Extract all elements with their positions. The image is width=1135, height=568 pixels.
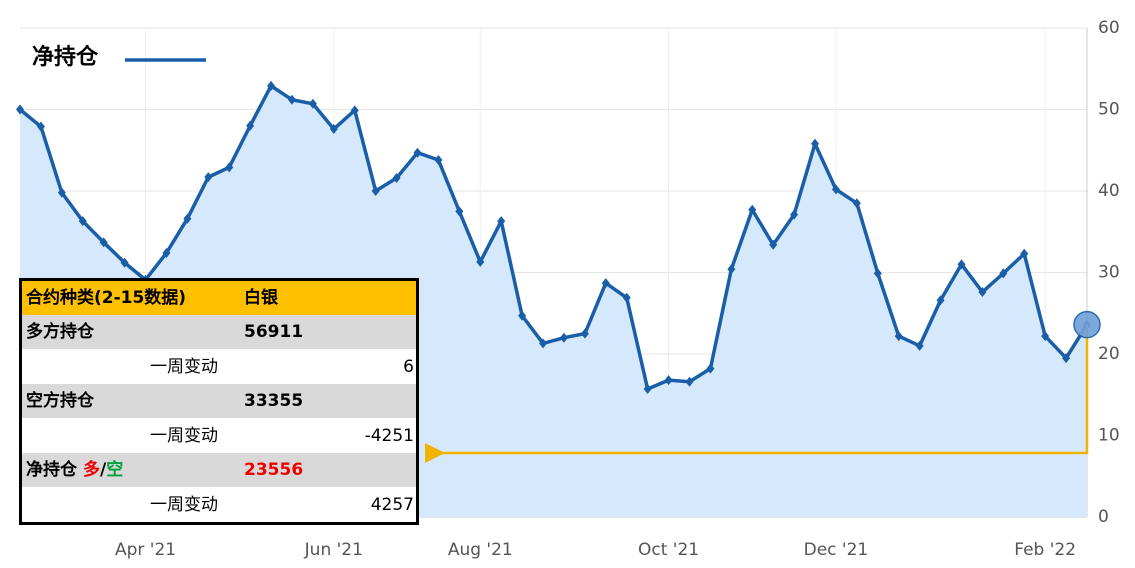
marker — [978, 287, 987, 298]
marker — [936, 295, 945, 306]
marker — [622, 292, 631, 303]
marker — [790, 209, 799, 220]
header-cell: 白银 — [244, 288, 278, 308]
marker — [183, 213, 192, 224]
marker — [894, 331, 903, 342]
marker — [413, 147, 422, 158]
x-tick-label: Dec '21 — [804, 540, 869, 560]
legend-label: 净持仓 — [32, 44, 99, 70]
header-cell: 合约种类(2-15数据) — [26, 288, 187, 308]
x-tick-label: Oct '21 — [638, 540, 699, 560]
y-tick-label: 60 — [1098, 18, 1120, 38]
marker — [204, 172, 213, 183]
line — [18, 84, 1089, 391]
y-tick-label: 20 — [1098, 344, 1120, 364]
x-tick-label: Feb '22 — [1014, 540, 1076, 560]
marker — [434, 155, 443, 166]
marker — [852, 198, 861, 209]
marker — [1041, 331, 1050, 342]
marker — [329, 124, 338, 135]
table-row: 净持仓 多/空 23556 — [22, 453, 416, 488]
row-label: 净持仓 多/空 — [26, 453, 123, 487]
marker — [162, 247, 171, 258]
marker — [350, 105, 359, 116]
data-table: 合约种类(2-15数据) 白银 多方持仓 56911 一周变动 6 空方持仓 3… — [19, 278, 419, 525]
marker — [16, 104, 24, 115]
pointer-arrow — [425, 324, 1089, 463]
table-row: 一周变动 4257 — [22, 488, 416, 522]
marker — [392, 172, 401, 183]
row-label: 一周变动 — [150, 495, 218, 515]
label-part: 多 — [83, 460, 100, 480]
table-row: 多方持仓 56911 — [22, 315, 416, 350]
marker — [1020, 248, 1029, 259]
marker — [57, 187, 66, 198]
row-value: 23556 — [244, 460, 304, 480]
label-part: 空 — [106, 460, 124, 480]
marker — [811, 138, 820, 149]
label-part: / — [100, 460, 107, 480]
table-row: 一周变动 -4251 — [22, 419, 416, 453]
marker — [99, 237, 108, 248]
x-tick-label: Aug '21 — [448, 540, 513, 560]
row-value: 33355 — [244, 391, 304, 411]
y-tick-label: 0 — [1098, 507, 1109, 527]
marker — [78, 216, 87, 227]
row-label: 多方持仓 — [26, 322, 94, 342]
marker — [539, 338, 548, 349]
row-value: 56911 — [244, 322, 304, 342]
marker — [559, 332, 568, 343]
marker — [643, 384, 652, 395]
row-label: 一周变动 — [150, 426, 218, 446]
marker — [371, 186, 380, 196]
row-label: 一周变动 — [150, 357, 218, 377]
marker — [748, 204, 757, 215]
marker — [685, 376, 694, 387]
row-label: 空方持仓 — [26, 391, 94, 411]
marker — [455, 206, 464, 217]
table-row: 一周变动 6 — [22, 350, 416, 384]
marker — [287, 94, 296, 105]
x-tick-label: Apr '21 — [115, 540, 176, 560]
highlight-point — [1073, 310, 1101, 339]
marker — [831, 184, 840, 195]
marker — [267, 80, 276, 91]
marker — [769, 239, 778, 250]
marker — [497, 216, 506, 227]
marker — [225, 162, 234, 173]
marker — [476, 256, 485, 267]
marker — [727, 264, 736, 275]
table-row: 空方持仓 33355 — [22, 384, 416, 419]
marker — [664, 375, 673, 386]
row-value: 4257 — [370, 495, 414, 515]
marker — [957, 259, 966, 270]
marker — [873, 268, 882, 279]
marker — [36, 121, 45, 132]
marker — [246, 120, 255, 131]
row-value: 6 — [403, 357, 414, 377]
marker — [915, 340, 924, 351]
y-tick-label: 50 — [1098, 100, 1120, 120]
marker — [601, 278, 610, 289]
marker — [308, 98, 317, 109]
table-header: 合约种类(2-15数据) 白银 — [22, 281, 416, 315]
y-tick-label: 30 — [1098, 263, 1120, 283]
y-tick-label: 10 — [1098, 426, 1120, 446]
marker — [580, 328, 589, 339]
label-part: 净持仓 — [26, 460, 77, 480]
row-value: -4251 — [364, 426, 414, 446]
x-tick-label: Jun '21 — [304, 540, 363, 560]
marker — [706, 363, 715, 374]
marker — [999, 268, 1008, 279]
marker — [120, 257, 129, 268]
marker — [518, 310, 527, 321]
marker — [1062, 353, 1071, 364]
y-tick-label: 40 — [1098, 181, 1120, 201]
